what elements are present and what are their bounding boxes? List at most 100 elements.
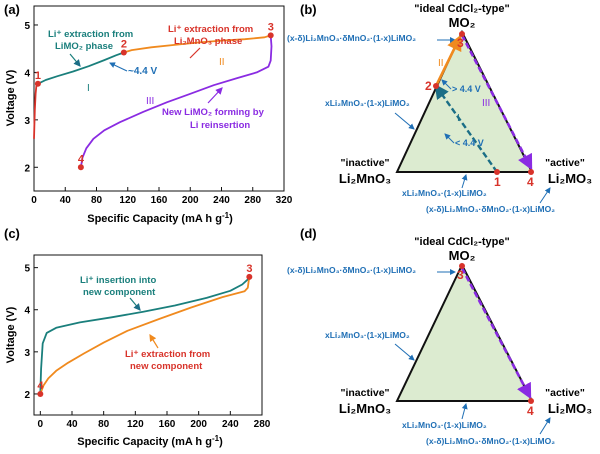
marker-point-4 — [37, 390, 44, 397]
marker-label-2: 2 — [121, 38, 127, 50]
lt-voltage-label: < 4.4 V — [455, 138, 484, 148]
composition-arrow-left — [394, 343, 415, 361]
composition-arrow-bottom — [461, 403, 468, 420]
annotation-orange-2: Li₂MnO₃ phase — [174, 36, 242, 47]
right-tag: "active" — [545, 387, 585, 399]
panel-label-a: (a) — [4, 2, 20, 17]
composition-arrow-bottom-right — [539, 187, 551, 204]
chart-a: 0 40 80 120 160 200 240 280 320 2 3 4 5 1 2 3 4 Voltage… — [5, 5, 293, 225]
marker-label-3: 3 — [268, 21, 274, 33]
point-3 — [459, 263, 465, 269]
x-tick-label: 160 — [159, 419, 176, 430]
annotation-teal-1: Li⁺ insertion into — [80, 275, 156, 286]
annotation-teal-1: Li⁺ extraction from — [48, 29, 133, 40]
region-label-III: III — [146, 96, 154, 107]
marker-point-4 — [77, 164, 84, 171]
left-vertex-label: Li₂MnO₃ — [339, 171, 391, 186]
x-tick-label: 0 — [38, 419, 44, 430]
annotation-teal-2: LiMO₂ phase — [55, 41, 113, 52]
y-axis-title: Voltage (V) — [5, 306, 17, 363]
composition-label-bottom-right: (x-δ)Li₂MnO₃·δMnO₂·(1-x)LiMO₂ — [426, 436, 555, 446]
x-axis-title: Specific Capacity (mA h g-1) — [77, 434, 223, 448]
path-II — [434, 34, 462, 87]
x-axis-title: Specific Capacity (mA h g-1) — [87, 211, 233, 225]
marker-label-4: 4 — [37, 380, 44, 392]
y-tick-label: 2 — [24, 390, 30, 401]
marker-label-3: 3 — [246, 263, 252, 275]
right-tag: "active" — [545, 157, 585, 169]
ternary-diagram-d: "ideal CdCl₂-type" MO₂ "inactive" Li₂MnO… — [287, 236, 592, 446]
x-tick-label: 280 — [244, 195, 261, 206]
x-tick-label: 40 — [66, 419, 78, 430]
y-tick-label: 5 — [24, 21, 30, 32]
gt-voltage-arrow — [441, 79, 452, 90]
series-line-0 — [33, 83, 39, 139]
composition-label-bottom: xLi₂MnO₃·(1-x)LiMO₂ — [402, 420, 487, 430]
x-tick-label: 200 — [190, 419, 207, 430]
x-tick-label: 40 — [60, 195, 72, 206]
series-line-2 — [123, 34, 271, 54]
point-4 — [528, 169, 534, 175]
point-label-1: 1 — [494, 175, 501, 189]
annotation-teal-arrow — [69, 53, 81, 67]
region-label-I: I — [87, 83, 90, 94]
plateau-label: ~4.4 V — [128, 66, 158, 77]
annotation-orange-arrow — [189, 47, 201, 59]
path-label-III: III — [482, 98, 490, 109]
composition-label-bottom: xLi₂MnO₃·(1-x)LiMO₂ — [402, 188, 487, 198]
point-label-4: 4 — [527, 404, 534, 418]
x-tick-label: 160 — [151, 195, 168, 206]
path-III — [460, 267, 532, 400]
marker-point-1 — [34, 80, 41, 87]
marker-label-1: 1 — [35, 70, 41, 82]
x-tick-label: 120 — [119, 195, 136, 206]
left-vertex-label: Li₂MnO₃ — [339, 401, 391, 416]
y-tick-label: 3 — [24, 348, 30, 359]
point-label-3: 3 — [457, 268, 464, 282]
left-tag: "inactive" — [340, 157, 389, 169]
point-4 — [528, 398, 534, 404]
path-III — [460, 34, 533, 171]
composition-arrow-bottom — [461, 174, 468, 189]
marker-point-3 — [267, 32, 274, 39]
point-3 — [459, 31, 465, 37]
lt-voltage-arrow — [444, 133, 455, 144]
y-tick-label: 2 — [24, 163, 30, 174]
triangle — [395, 29, 534, 173]
y-tick-label: 4 — [24, 68, 30, 79]
annotation-teal-2: new component — [83, 287, 156, 298]
apex-label: MO₂ — [449, 248, 476, 263]
annotation-teal-arrow — [129, 297, 141, 311]
annotation-orange-arrow — [149, 333, 159, 349]
x-tick-label: 200 — [182, 195, 199, 206]
x-tick-label: 0 — [31, 195, 37, 206]
apex-label: MO₂ — [449, 15, 476, 30]
point-1 — [494, 169, 500, 175]
x-tick-label: 80 — [91, 195, 103, 206]
composition-label-top: (x-δ)Li₂MnO₃·δMnO₂·(1-x)LiMO₂ — [287, 265, 416, 275]
series-line-0 — [39, 276, 251, 394]
plateau-arrow — [109, 62, 128, 72]
ternary-diagram-b: "ideal CdCl₂-type" MO₂ "inactive" Li₂MnO… — [287, 3, 592, 214]
composition-label-top: (x-δ)Li₂MnO₃·δMnO₂·(1-x)LiMO₂ — [287, 33, 416, 43]
y-tick-label: 4 — [24, 306, 30, 317]
x-tick-label: 120 — [127, 419, 144, 430]
y-tick-label: 3 — [24, 116, 30, 127]
series-line-1 — [39, 276, 251, 395]
annotation-orange-1: Li⁺ extraction from — [168, 24, 253, 35]
right-vertex-label: Li₂MO₃ — [548, 401, 592, 416]
annotation-orange-1: Li⁺ extraction from — [125, 349, 210, 360]
gt-voltage-label: > 4.4 V — [452, 84, 481, 94]
point-label-2: 2 — [425, 79, 432, 93]
marker-label-4: 4 — [78, 153, 85, 165]
x-tick-label: 240 — [222, 419, 239, 430]
series-line-3 — [80, 35, 273, 168]
annotation-purple-1: New LiMO₂ forming by — [162, 107, 265, 118]
right-vertex-label: Li₂MO₃ — [548, 171, 592, 186]
path-label-I: I — [457, 113, 460, 124]
point-label-3: 3 — [457, 36, 464, 50]
x-tick-label: 80 — [98, 419, 110, 430]
y-tick-label: 5 — [24, 264, 30, 275]
point-2 — [433, 83, 439, 89]
